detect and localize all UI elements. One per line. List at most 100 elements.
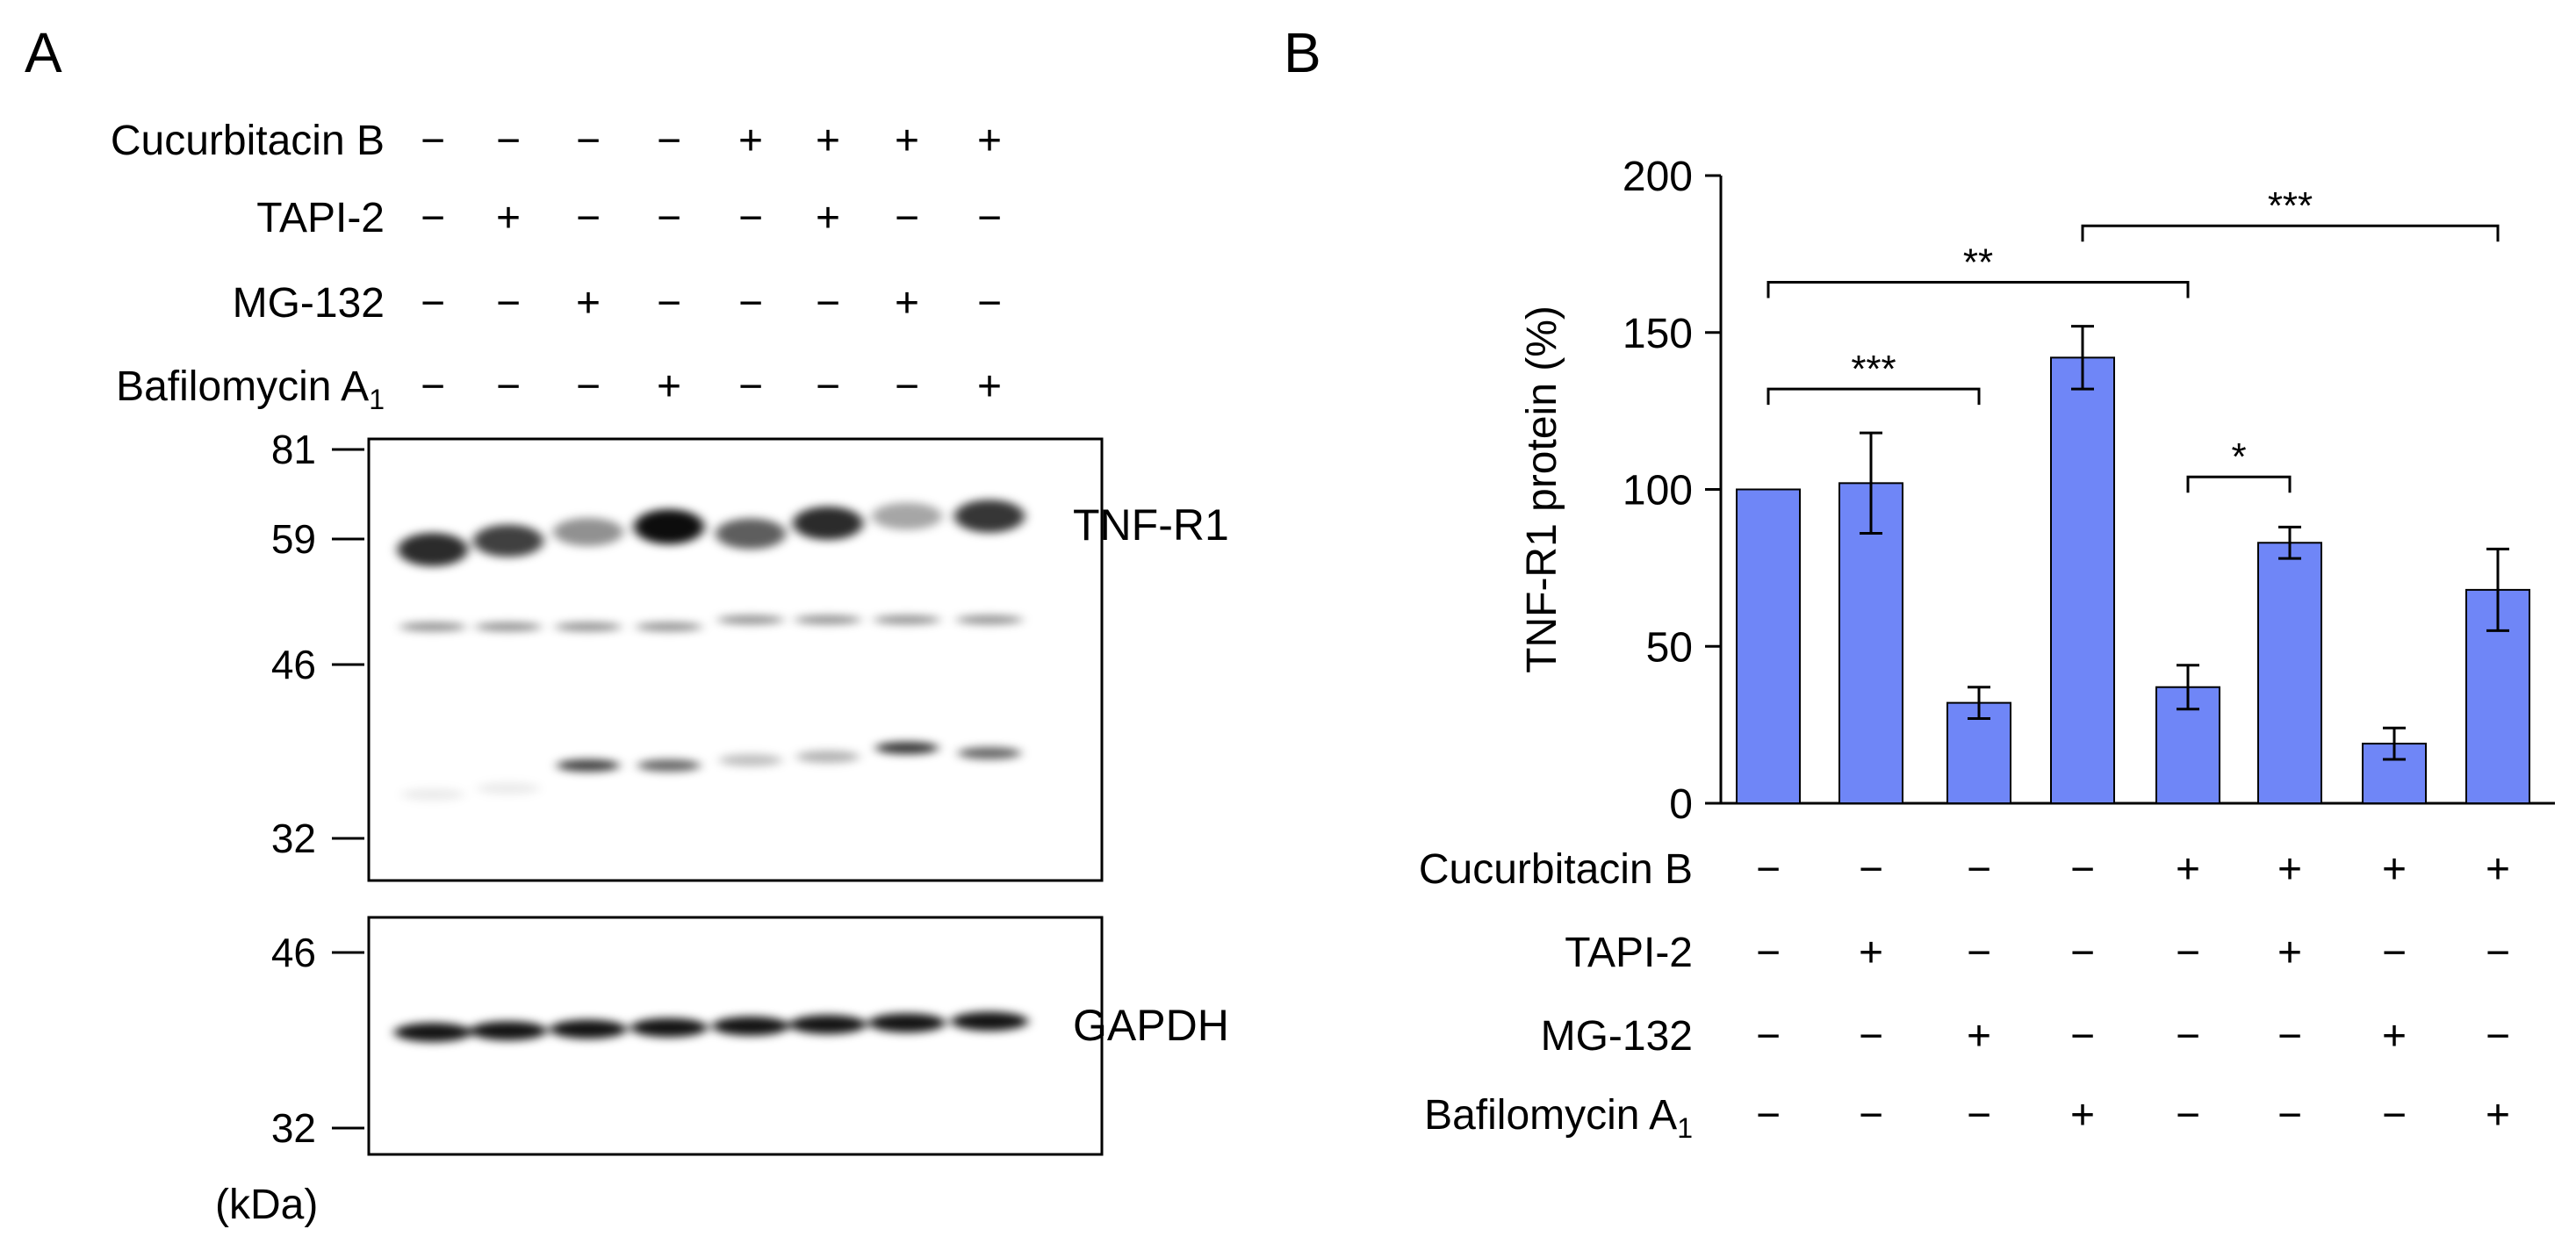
treatment-sign-b: − bbox=[2382, 1092, 2407, 1139]
treatment-sign-a: + bbox=[657, 363, 681, 410]
gapdh-band bbox=[951, 1011, 1028, 1032]
treatment-label-a: Bafilomycin A1 bbox=[116, 363, 385, 415]
treatment-sign-b: + bbox=[2277, 930, 2302, 976]
treatment-sign-a: − bbox=[576, 118, 601, 164]
treatment-sign-a: + bbox=[576, 280, 601, 327]
mw-marker: 46 bbox=[271, 930, 316, 975]
treatment-label-b: MG-132 bbox=[1541, 1013, 1693, 1060]
treatment-sign-b: − bbox=[1859, 1092, 1883, 1139]
treatment-sign-b: − bbox=[2277, 1013, 2302, 1060]
error-bar bbox=[2486, 547, 2509, 632]
error-bar bbox=[2071, 325, 2094, 391]
treatment-sign-a: + bbox=[738, 118, 763, 164]
treatment-sign-b: − bbox=[1859, 1013, 1883, 1060]
treatment-sign-a: − bbox=[496, 118, 521, 164]
nonspecific-band bbox=[956, 615, 1023, 624]
tnfr1-band bbox=[553, 517, 623, 547]
mw-marker: 32 bbox=[271, 816, 316, 861]
error-bar bbox=[2383, 726, 2406, 761]
treatment-sign-b: − bbox=[1967, 1092, 1991, 1139]
treatment-sign-a: − bbox=[816, 280, 840, 327]
nonspecific-band bbox=[874, 615, 940, 624]
treatment-sign-a: − bbox=[977, 195, 1002, 241]
treatment-label-a: TAPI-2 bbox=[256, 195, 385, 241]
y-tick-label: 0 bbox=[1669, 781, 1693, 828]
treatment-sign-a: − bbox=[576, 363, 601, 410]
treatment-sign-a: − bbox=[738, 280, 763, 327]
significance-bracket: * bbox=[2186, 435, 2292, 493]
treatment-sign-a: − bbox=[496, 280, 521, 327]
treatment-sign-a: + bbox=[816, 118, 840, 164]
treatment-label-a: Cucurbitacin B bbox=[111, 118, 385, 164]
treatment-sign-a: − bbox=[421, 118, 445, 164]
tnfr1-band bbox=[398, 532, 468, 567]
low-band bbox=[401, 788, 464, 801]
treatment-sign-b: − bbox=[2070, 1013, 2095, 1060]
treatment-sign-b: − bbox=[2486, 1013, 2510, 1060]
treatment-sign-b: + bbox=[2486, 846, 2510, 893]
treatment-sign-a: − bbox=[657, 280, 681, 327]
low-band bbox=[637, 759, 701, 772]
treatment-sign-a: + bbox=[977, 363, 1002, 410]
gapdh-band bbox=[394, 1023, 471, 1042]
significance-label: *** bbox=[1851, 348, 1896, 391]
mw-marker: 32 bbox=[271, 1105, 316, 1151]
mw-unit: (kDa) bbox=[215, 1182, 318, 1228]
low-band bbox=[719, 754, 782, 766]
low-band bbox=[958, 747, 1021, 759]
y-tick-label: 100 bbox=[1623, 468, 1693, 514]
treatment-sign-a: − bbox=[657, 118, 681, 164]
gapdh-band bbox=[550, 1019, 627, 1039]
treatment-sign-b: + bbox=[2382, 1013, 2407, 1060]
y-axis-label: TNF-R1 protein (%) bbox=[1519, 306, 1565, 673]
significance-label: * bbox=[2231, 435, 2246, 478]
panel-label-a: A bbox=[25, 21, 62, 84]
treatment-sign-b: + bbox=[2382, 846, 2407, 893]
tnfr1-band bbox=[793, 506, 863, 541]
nonspecific-band bbox=[475, 622, 542, 631]
gapdh-band bbox=[470, 1021, 547, 1041]
significance-bracket: *** bbox=[1767, 348, 1981, 406]
mw-marker: 81 bbox=[271, 427, 316, 472]
significance-bracket: ** bbox=[1767, 241, 2190, 298]
treatment-sign-b: − bbox=[1859, 846, 1883, 893]
treatment-sign-b: − bbox=[2176, 1013, 2200, 1060]
treatment-sign-a: − bbox=[895, 363, 919, 410]
treatment-sign-b: − bbox=[2486, 930, 2510, 976]
low-band bbox=[875, 742, 939, 754]
treatment-sign-a: + bbox=[496, 195, 521, 241]
blot-label-tnfr1: TNF-R1 bbox=[1073, 500, 1229, 550]
nonspecific-band bbox=[717, 615, 784, 624]
treatment-sign-b: + bbox=[2486, 1092, 2510, 1139]
blot-gapdh bbox=[367, 916, 1104, 1156]
treatment-sign-b: − bbox=[1967, 930, 1991, 976]
treatment-sign-a: − bbox=[816, 363, 840, 410]
low-band bbox=[477, 782, 540, 794]
bar bbox=[2257, 542, 2322, 805]
significance-label: *** bbox=[2268, 184, 2313, 227]
treatment-sign-b: − bbox=[2070, 930, 2095, 976]
treatment-sign-b: + bbox=[2176, 846, 2200, 893]
tnfr1-band bbox=[473, 524, 543, 557]
treatment-label-b: Bafilomycin A1 bbox=[1424, 1092, 1693, 1144]
treatment-sign-a: − bbox=[738, 195, 763, 241]
treatment-sign-a: − bbox=[657, 195, 681, 241]
treatment-sign-a: − bbox=[421, 195, 445, 241]
bar bbox=[1736, 488, 1801, 804]
treatment-sign-b: − bbox=[2176, 930, 2200, 976]
low-band bbox=[557, 759, 620, 772]
error-bar bbox=[1860, 431, 1882, 536]
y-tick-label: 150 bbox=[1623, 311, 1693, 357]
nonspecific-band bbox=[795, 615, 861, 624]
treatment-sign-a: + bbox=[895, 280, 919, 327]
treatment-sign-b: − bbox=[2070, 846, 2095, 893]
y-tick-label: 50 bbox=[1646, 624, 1693, 671]
blot-label-gapdh: GAPDH bbox=[1073, 1001, 1229, 1050]
treatment-sign-a: − bbox=[421, 363, 445, 410]
treatment-sign-a: + bbox=[895, 118, 919, 164]
treatment-sign-a: − bbox=[738, 363, 763, 410]
tnfr1-band bbox=[872, 502, 942, 530]
